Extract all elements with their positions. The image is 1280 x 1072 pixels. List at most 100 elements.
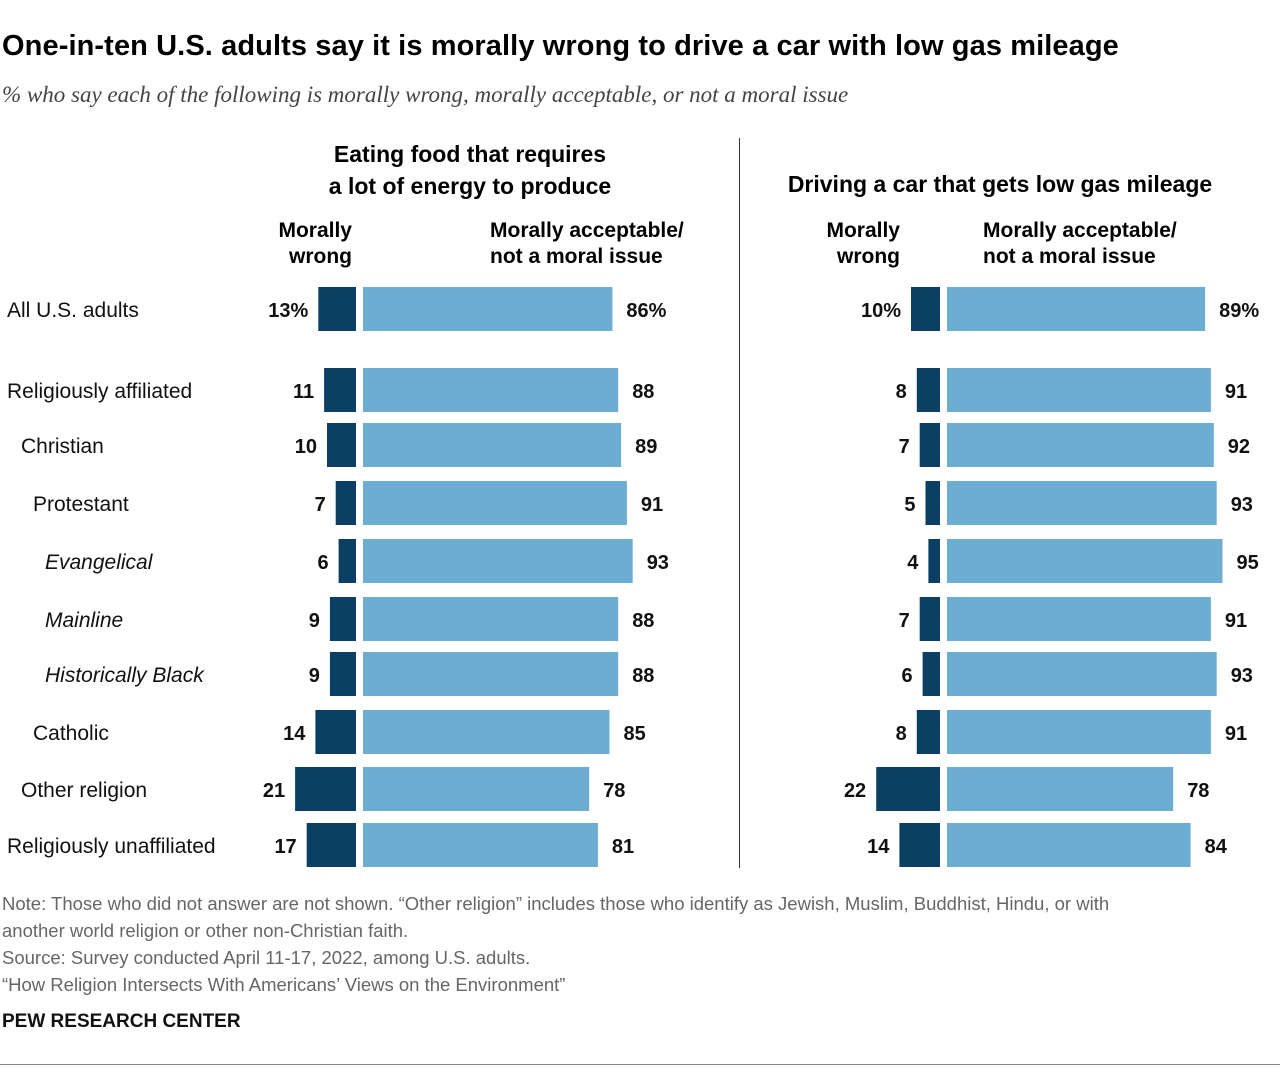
bar-p2-wrong-christian — [919, 423, 940, 467]
row-label-religiously-affiliated: Religiously affiliated — [7, 380, 192, 403]
bar-p1-acceptable-christian — [363, 423, 622, 467]
label-p2-acceptable-historically-black: 93 — [1231, 665, 1253, 687]
bar-p2-acceptable-catholic — [947, 710, 1211, 754]
bar-p2-wrong-catholic — [916, 710, 940, 754]
bar-p1-acceptable-historically-black — [363, 652, 619, 696]
notes: Note: Those who did not answer are not s… — [2, 890, 1109, 998]
label-p1-wrong-mainline: 9 — [309, 610, 320, 632]
bar-p2-wrong-other-religion — [876, 767, 940, 811]
panel-2-head-acceptable: Morally acceptable/ not a moral issue — [983, 218, 1243, 270]
bar-p2-acceptable-historically-black — [947, 652, 1217, 696]
bar-p2-wrong-mainline — [919, 597, 940, 641]
label-p1-wrong-protestant: 7 — [315, 494, 326, 516]
note-line-1: Note: Those who did not answer are not s… — [2, 893, 1110, 914]
bar-p1-wrong-mainline — [329, 597, 356, 641]
bar-p1-acceptable-mainline — [363, 597, 619, 641]
label-p2-acceptable-all-us-adults: 89% — [1219, 300, 1259, 322]
label-p1-acceptable-religiously-affiliated: 88 — [632, 381, 654, 403]
label-p1-acceptable-historically-black: 88 — [632, 665, 654, 687]
label-p1-wrong-evangelical: 6 — [317, 552, 328, 574]
bar-p1-wrong-other-religion — [295, 767, 356, 811]
bar-p2-wrong-religiously-affiliated — [916, 368, 940, 412]
label-p1-wrong-catholic: 14 — [283, 723, 306, 745]
chart-subtitle: % who say each of the following is moral… — [2, 82, 849, 107]
bar-p1-acceptable-protestant — [363, 481, 627, 525]
panel-1-head-acceptable: Morally acceptable/ not a moral issue — [490, 218, 730, 270]
bar-p1-wrong-all-us-adults — [318, 287, 356, 331]
label-p2-wrong-mainline: 7 — [899, 610, 910, 632]
panel-1-title-line-1: Eating food that requires — [333, 141, 607, 167]
bar-p2-acceptable-protestant — [947, 481, 1217, 525]
bar-chart: All U.S. adults Religiously affiliated Chr… — [7, 287, 1259, 867]
chart-title: One-in-ten U.S. adults say it is morally… — [2, 30, 1119, 62]
panel-1-head-acceptable-line-1: Morally acceptable/ — [490, 219, 684, 242]
label-p2-wrong-religiously-unaffiliated: 14 — [867, 836, 890, 858]
bar-p1-acceptable-religiously-unaffiliated — [363, 823, 598, 867]
label-p1-acceptable-other-religion: 78 — [603, 780, 625, 802]
bar-p2-wrong-religiously-unaffiliated — [899, 823, 940, 867]
label-p1-acceptable-christian: 89 — [635, 436, 657, 458]
bar-p2-acceptable-mainline — [947, 597, 1211, 641]
label-p2-acceptable-evangelical: 95 — [1237, 552, 1259, 574]
label-p2-acceptable-catholic: 91 — [1225, 723, 1247, 745]
bar-p1-acceptable-catholic — [363, 710, 610, 754]
brand-label: PEW RESEARCH CENTER — [2, 1011, 241, 1032]
bar-p1-wrong-christian — [327, 423, 356, 467]
label-p2-wrong-other-religion: 22 — [844, 780, 866, 802]
bar-p2-acceptable-other-religion — [947, 767, 1174, 811]
panel-1-head-wrong-line-1: Morally — [278, 219, 352, 242]
panel-2-head-wrong-line-1: Morally — [826, 219, 900, 242]
row-label-evangelical: Evangelical — [45, 551, 154, 574]
label-p2-wrong-evangelical: 4 — [907, 552, 919, 574]
label-p2-wrong-historically-black: 6 — [901, 665, 912, 687]
label-p1-acceptable-mainline: 88 — [632, 610, 654, 632]
source-line: Source: Survey conducted April 11-17, 20… — [2, 947, 531, 968]
label-p1-wrong-religiously-unaffiliated: 17 — [274, 836, 296, 858]
label-p2-wrong-catholic: 8 — [896, 723, 907, 745]
panel-divider — [739, 138, 740, 868]
bar-p2-wrong-all-us-adults — [911, 287, 940, 331]
row-label-christian: Christian — [21, 435, 104, 458]
label-p1-acceptable-protestant: 91 — [641, 494, 663, 516]
bar-p2-acceptable-evangelical — [947, 539, 1223, 583]
row-label-mainline: Mainline — [45, 609, 123, 632]
report-title-line: “How Religion Intersects With Americans’… — [2, 974, 566, 995]
row-label-all-us-adults: All U.S. adults — [7, 299, 139, 322]
bar-p2-acceptable-all-us-adults — [947, 287, 1206, 331]
label-p2-acceptable-other-religion: 78 — [1187, 780, 1209, 802]
label-p2-wrong-religiously-affiliated: 8 — [896, 381, 907, 403]
bar-p1-wrong-protestant — [335, 481, 356, 525]
bar-p1-acceptable-other-religion — [363, 767, 590, 811]
label-p1-acceptable-evangelical: 93 — [647, 552, 669, 574]
label-p2-acceptable-christian: 92 — [1228, 436, 1250, 458]
label-p1-wrong-religiously-affiliated: 11 — [293, 381, 314, 403]
bar-p1-acceptable-evangelical — [363, 539, 633, 583]
panel-1-title: Eating food that requires a lot of energ… — [300, 138, 640, 202]
label-p2-acceptable-mainline: 91 — [1225, 610, 1247, 632]
bar-p1-wrong-historically-black — [329, 652, 356, 696]
panel-1-head-acceptable-line-2: not a moral issue — [490, 245, 663, 268]
bar-p2-wrong-protestant — [925, 481, 940, 525]
label-p2-acceptable-protestant: 93 — [1231, 494, 1253, 516]
bar-p2-wrong-historically-black — [922, 652, 940, 696]
row-label-catholic: Catholic — [33, 722, 109, 745]
panel-1-title-line-2: a lot of energy to produce — [328, 173, 612, 199]
bar-p2-wrong-evangelical — [928, 539, 940, 583]
label-p1-wrong-historically-black: 9 — [309, 665, 320, 687]
label-p1-wrong-christian: 10 — [295, 436, 317, 458]
bar-p1-wrong-catholic — [315, 710, 356, 754]
bar-p2-acceptable-religiously-unaffiliated — [947, 823, 1191, 867]
bar-p1-wrong-evangelical — [338, 539, 356, 583]
row-label-protestant: Protestant — [33, 493, 129, 516]
label-p1-wrong-all-us-adults: 13% — [268, 300, 308, 322]
label-p1-acceptable-catholic: 85 — [624, 723, 646, 745]
bar-p1-acceptable-religiously-affiliated — [363, 368, 619, 412]
label-p2-acceptable-religiously-affiliated: 91 — [1225, 381, 1247, 403]
row-label-other-religion: Other religion — [21, 779, 147, 802]
panel-2-head-acceptable-line-1: Morally acceptable/ — [983, 219, 1177, 242]
panel-2-title-line-1: Driving a car that gets low gas mileage — [787, 171, 1213, 197]
panel-2-head-wrong: Morally wrong — [800, 218, 900, 270]
row-label-historically-black: Historically Black — [45, 664, 205, 687]
bar-p1-wrong-religiously-unaffiliated — [306, 823, 356, 867]
footer-rule — [0, 1064, 1280, 1065]
